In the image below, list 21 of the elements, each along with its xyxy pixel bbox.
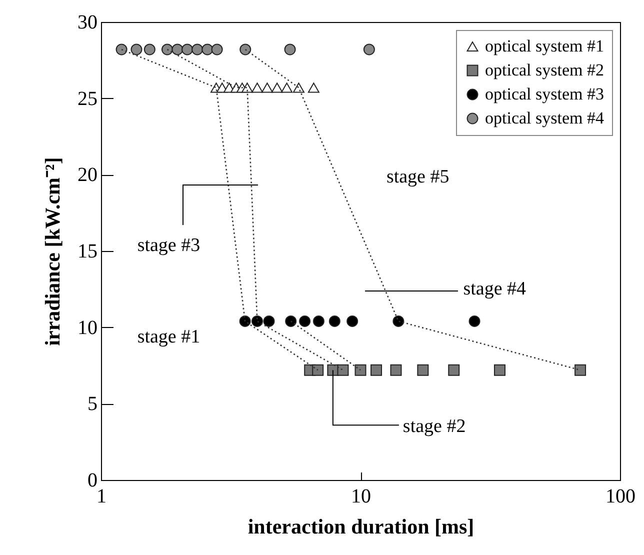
y-tick-label: 25: [78, 88, 98, 110]
y-tick-label: 5: [88, 393, 98, 416]
legend-label: optical system #1: [485, 36, 604, 56]
x-tick-label: 100: [606, 486, 636, 508]
y-tick-label: 0: [88, 470, 98, 492]
legend-label: optical system #3: [485, 84, 604, 104]
legend-label: optical system #4: [485, 108, 604, 128]
y-tick-label: 15: [78, 240, 98, 262]
annotation: stage #4: [463, 278, 527, 300]
legend-label: optical system #2: [485, 60, 604, 80]
x-tick-label: 1: [96, 486, 106, 508]
x-axis-title: interaction duration [ms]: [248, 514, 474, 538]
annotation: stage #3: [137, 235, 200, 256]
y-tick-label: 30: [78, 12, 98, 34]
y-axis-title: irradiance [kW.cm⁻²]: [40, 157, 64, 346]
annotation: stage #1: [137, 326, 200, 348]
annotation: stage #2: [402, 416, 466, 438]
y-tick-label: 20: [78, 164, 98, 186]
x-tick-label: 10: [351, 486, 371, 508]
y-tick-label: 10: [78, 316, 98, 339]
annotation: stage #5: [386, 166, 450, 188]
